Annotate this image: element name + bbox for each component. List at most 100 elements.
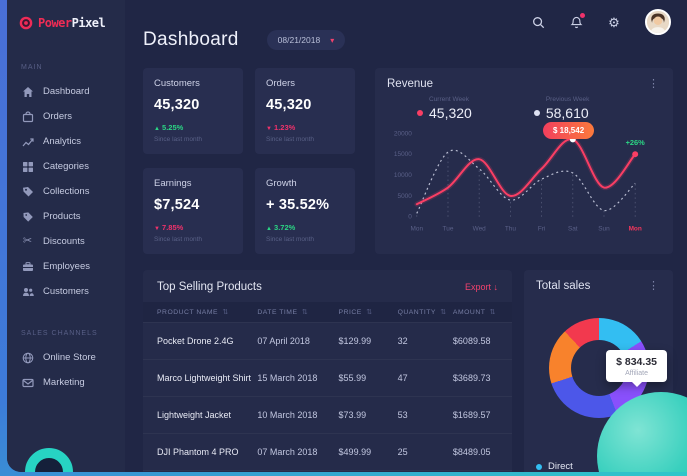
sidebar-item-label: Categories [43, 161, 89, 172]
logo[interactable]: PowerPixel [7, 12, 125, 30]
stat-title: Orders [266, 78, 296, 89]
sidebar-section-sales-channels: SALES CHANNELS [21, 330, 98, 337]
table-body: Pocket Drone 2.4G 07 April 2018 $129.99 32 $… [143, 322, 512, 472]
page-title: Dashboard [143, 29, 239, 50]
legend-series-total: 58,610 [545, 105, 589, 121]
tooltip-label: Affiliate [625, 370, 648, 377]
sidebar-item-online-store[interactable]: Online Store [7, 345, 125, 370]
svg-text:20000: 20000 [394, 130, 412, 137]
total-sales-menu-icon[interactable]: ⋮ [648, 279, 659, 292]
sidebar-section-main: MAIN [21, 64, 43, 71]
settings-gear-icon[interactable]: ⚙ [608, 14, 620, 30]
sidebar-item-employees[interactable]: Employees [7, 254, 125, 279]
employees-briefcase-icon [21, 260, 34, 273]
table-row[interactable]: Pocket Drone 2.4G 07 April 2018 $129.99 32 $… [143, 322, 512, 359]
chevron-down-icon: ▾ [330, 35, 335, 45]
table-cell: $73.99 [338, 410, 367, 420]
table-cell: 32 [397, 336, 408, 346]
stat-card-earnings: Earnings $7,524 ▼ 7.85% Since last month [143, 168, 243, 254]
download-icon: ↓ [493, 282, 499, 292]
svg-text:Mon: Mon [411, 226, 424, 233]
table-cell: Lightweight Jacket [157, 410, 232, 420]
revenue-legend: Current Week 45,320 Previous Week 58,610 [417, 96, 661, 121]
sidebar-item-dashboard[interactable]: Dashboard [7, 79, 125, 104]
table-cell: $1689.57 [452, 410, 491, 420]
products-tag-icon [21, 210, 34, 223]
logo-pixel: Pixel [71, 16, 106, 30]
legend-dot [536, 463, 542, 470]
column-header-price[interactable]: Price ⇅ [338, 309, 373, 316]
table-row[interactable]: ST SwellPro Drone02 March 2018$219.9912$… [143, 470, 512, 472]
sidebar-item-categories[interactable]: Categories [7, 154, 125, 179]
stats-grid: Customers 45,320 ▲ 5.25% Since last month Or… [143, 68, 355, 254]
sidebar: PowerPixel MAIN Dashboard Orders Analytics… [7, 0, 125, 472]
table-row[interactable]: DJI Phantom 4 PRO 07 March 2018 $499.99 25 $… [143, 433, 512, 470]
legend-dot [417, 110, 423, 116]
sidebar-nav-sales: Online Store Marketing [7, 345, 125, 395]
legend-direct[interactable]: Direct [536, 461, 573, 472]
column-header-amount[interactable]: Amount ⇅ [452, 309, 497, 316]
sidebar-item-collections[interactable]: Collections [7, 179, 125, 204]
table-row[interactable]: Lightweight Jacket 10 March 2018 $73.99 53 $… [143, 396, 512, 433]
total-sales-title: Total sales [536, 280, 591, 292]
sidebar-item-products[interactable]: Products [7, 204, 125, 229]
stat-title: Customers [154, 78, 200, 89]
legend-series-name: Previous Week [545, 96, 590, 103]
stat-note: Since last month [154, 236, 203, 243]
stat-title: Growth [266, 178, 297, 189]
sidebar-item-analytics[interactable]: Analytics [7, 129, 125, 154]
app-window: PowerPixel MAIN Dashboard Orders Analytics… [7, 0, 687, 472]
svg-text:10000: 10000 [394, 172, 412, 179]
sidebar-item-discounts[interactable]: ✂ Discounts [7, 229, 125, 254]
mail-icon [21, 376, 34, 389]
total-sales-tooltip: $ 834.35 Affiliate [606, 350, 667, 387]
sidebar-item-customers[interactable]: Customers [7, 279, 125, 304]
sidebar-item-label: Collections [43, 186, 90, 197]
stat-card-customers: Customers 45,320 ▲ 5.25% Since last month [143, 68, 243, 154]
logo-target-icon [19, 16, 33, 30]
sidebar-item-label: Online Store [43, 352, 96, 363]
svg-text:Thu: Thu [505, 226, 517, 233]
sort-icon: ⇅ [222, 309, 229, 316]
trend-down-icon: ▼ [154, 226, 160, 232]
top-selling-products-card: Top Selling Products Export ↓ Product Na… [143, 270, 512, 472]
logo-power: Power [38, 16, 72, 30]
search-icon[interactable] [531, 15, 545, 29]
stat-value: $7,524 [154, 197, 200, 213]
sidebar-item-label: Marketing [43, 377, 85, 388]
svg-text:5000: 5000 [397, 193, 412, 200]
sidebar-item-label: Analytics [43, 136, 82, 147]
column-header-product-name[interactable]: Product Name ⇅ [157, 309, 229, 316]
categories-grid-icon [21, 160, 34, 173]
trend-up-icon: ▲ [266, 226, 272, 232]
table-title: Top Selling Products [157, 281, 262, 293]
date-selector[interactable]: 08/21/2018 ▾ [266, 30, 346, 50]
table-cell: $6089.58 [452, 336, 491, 346]
revenue-menu-icon[interactable]: ⋮ [648, 77, 659, 90]
stat-card-growth: Growth + 35.52% ▲ 3.72% Since last month [255, 168, 355, 254]
user-avatar[interactable] [645, 9, 671, 35]
sort-icon: ⇅ [489, 309, 497, 316]
sidebar-item-label: Products [43, 211, 81, 222]
decorative-ring [25, 448, 73, 472]
page-header: Dashboard 08/21/2018 ▾ [143, 26, 673, 54]
table-row[interactable]: Marco Lightweight Shirt 15 March 2018 $55.… [143, 359, 512, 396]
sidebar-item-orders[interactable]: Orders [7, 104, 125, 129]
stat-note: Since last month [154, 136, 203, 143]
sidebar-item-label: Discounts [43, 236, 85, 247]
svg-text:+26%: +26% [626, 138, 646, 147]
stats-and-revenue-row: Customers 45,320 ▲ 5.25% Since last month Or… [143, 68, 673, 254]
stat-value: 45,320 [154, 97, 200, 113]
table-cell: Marco Lightweight Shirt [157, 373, 252, 383]
table-cell: 53 [397, 410, 408, 420]
notifications-bell-icon[interactable] [569, 13, 585, 29]
column-header-quantity[interactable]: Quantity ⇅ [397, 309, 447, 316]
column-header-date-time[interactable]: Date Time ⇅ [257, 309, 309, 316]
revenue-card: Revenue ⋮ Current Week 45,320 Previous Wee… [375, 68, 673, 254]
revenue-tooltip: $ 18,542 [543, 122, 595, 139]
legend-dot [533, 110, 540, 116]
tooltip-value: $ 834.35 [616, 356, 657, 368]
legend-current-week: Current Week 45,320 [417, 96, 472, 121]
export-button[interactable]: Export ↓ [464, 282, 499, 292]
sidebar-item-marketing[interactable]: Marketing [7, 370, 125, 395]
